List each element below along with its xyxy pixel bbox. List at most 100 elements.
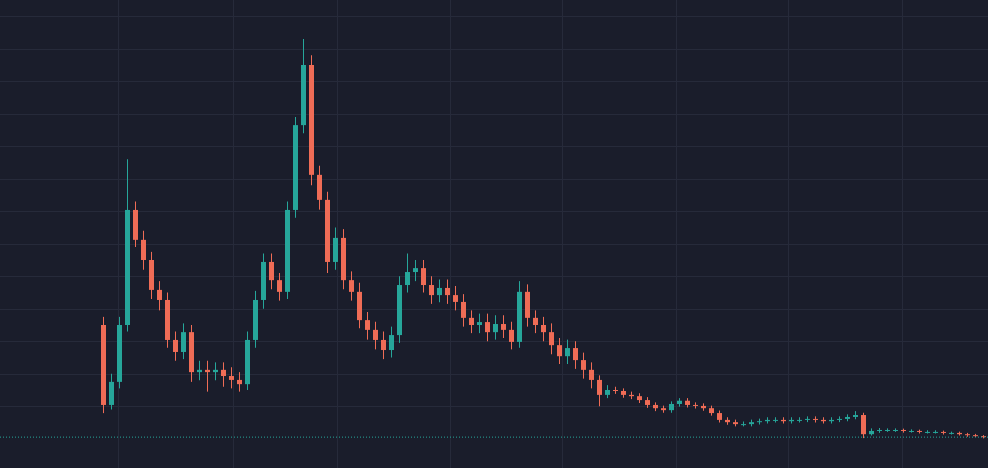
candle-body [957,432,962,435]
candle-body [485,322,490,333]
candle-body [637,396,642,401]
candle-body [645,400,650,405]
candle-body [693,404,698,406]
candle-body [381,339,386,351]
candle-body [701,405,706,409]
candle-body [541,325,546,333]
candle-body [581,360,586,370]
candle-body [181,332,186,352]
candle-body [245,339,250,385]
candle-body [861,415,866,435]
candle-body [981,436,986,438]
candle-body [837,418,842,420]
candle-body [973,435,978,437]
candle-body [373,329,378,340]
candle-body [813,418,818,420]
candle-body [549,332,554,346]
candle-body [877,429,882,431]
candle-body [629,394,634,397]
candle-body [661,408,666,411]
candle-body [757,421,762,423]
candle-body [797,419,802,421]
candle-body [869,430,874,435]
candle-body [493,324,498,333]
candle-body [285,209,290,292]
candle-body [117,325,122,382]
candle-body [949,432,954,434]
candle-body [565,348,570,357]
candle-body [613,390,618,391]
candle-body [517,291,522,342]
candle-body [653,404,658,409]
candle-body [421,268,426,286]
candle-body [405,272,410,286]
candle-body [325,199,330,262]
candle-body [749,422,754,425]
candle-body [445,287,450,296]
candle-body [741,424,746,426]
candle-body [413,268,418,273]
candle-body [453,295,458,302]
candle-body [765,419,770,422]
candle-body [557,345,562,357]
candle-body [501,324,506,330]
candle-body [893,429,898,431]
candle-body [509,329,514,342]
candle-body [469,317,474,325]
candle-body [349,280,354,292]
candle-body [621,390,626,395]
candle-body [925,431,930,433]
candle-body [301,65,306,126]
candle-body [965,434,970,436]
candle-body [365,320,370,330]
candle-body [205,369,210,373]
candle-body [133,209,138,240]
candle-body [229,376,234,380]
candle-body [149,260,154,290]
candle-body [773,419,778,421]
candle-body [173,339,178,352]
candle-body [725,419,730,423]
candle-body [429,285,434,296]
candle-body [597,379,602,395]
candle-body [677,400,682,404]
candle-body [389,335,394,351]
candle-body [845,416,850,419]
candle-body [397,285,402,336]
candle-body [525,291,530,318]
candle-body [221,369,226,377]
candle-body [717,413,722,420]
candle-body [437,287,442,296]
candle-body [805,418,810,420]
candle-body [101,325,106,405]
candle-body [781,419,786,422]
candle-body [669,403,674,411]
candle-body [269,261,274,281]
candle-body [189,332,194,373]
candle-body [853,415,858,417]
candle-body [941,431,946,433]
candle-body [709,408,714,414]
candle-body [829,419,834,422]
candle-body [685,400,690,405]
candle-body [157,289,162,300]
candle-body [213,369,218,373]
candle-body [477,322,482,325]
candle-body [733,422,738,425]
candle-body [357,291,362,321]
candle-body [917,430,922,432]
candle-body [573,348,578,361]
candle-body [605,390,610,395]
candle-body [589,369,594,380]
candle-body [909,430,914,432]
candle-body [309,65,314,175]
candle-body [533,317,538,325]
candle-body [165,299,170,340]
candle-body [789,419,794,422]
candle-body [317,174,322,200]
candle-body [461,301,466,318]
candle-body [933,431,938,433]
